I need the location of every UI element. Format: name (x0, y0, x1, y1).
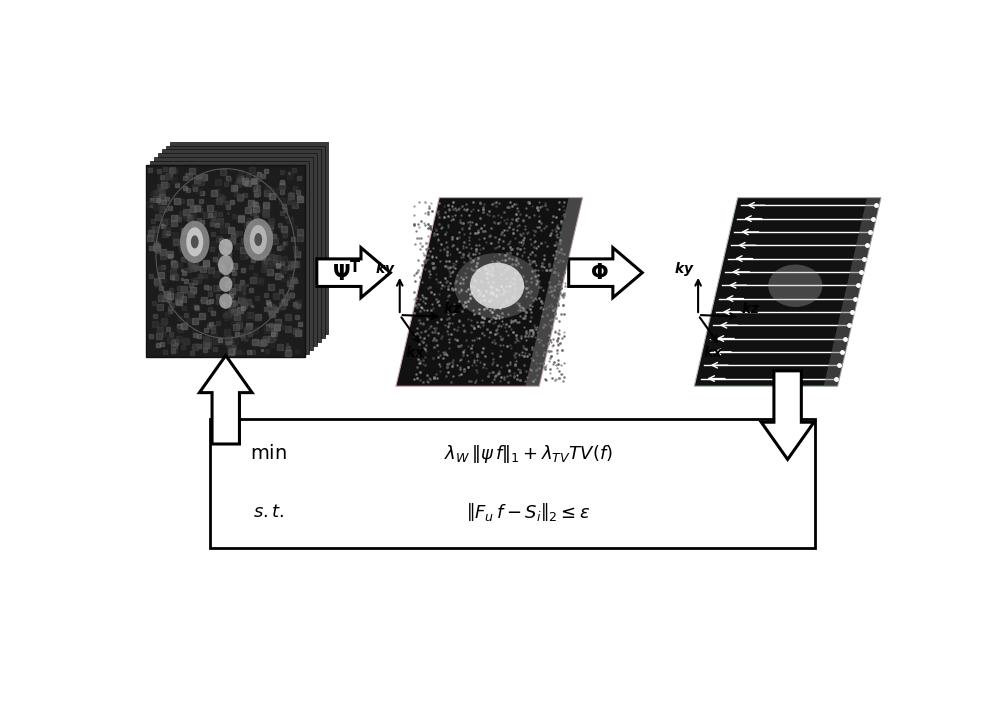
Polygon shape (525, 198, 583, 386)
Text: $\bfit{kz}$: $\bfit{kz}$ (741, 302, 760, 317)
Bar (170, 142, 328, 334)
Polygon shape (317, 247, 390, 298)
Text: $\bfit{ky}$: $\bfit{ky}$ (674, 260, 695, 277)
Bar (158, 153, 317, 346)
Text: $\bfit{kx}$: $\bfit{kx}$ (405, 344, 426, 359)
Bar (154, 157, 313, 349)
Text: $\mathbf{\Phi}$: $\mathbf{\Phi}$ (590, 262, 609, 282)
Polygon shape (199, 356, 252, 444)
Bar (150, 161, 309, 354)
Ellipse shape (219, 294, 232, 309)
Polygon shape (824, 198, 881, 386)
Ellipse shape (454, 253, 540, 319)
Text: $s.t.$: $s.t.$ (253, 503, 284, 521)
Ellipse shape (768, 265, 822, 307)
Text: $\mathrm{min}$: $\mathrm{min}$ (250, 444, 287, 463)
Ellipse shape (180, 221, 209, 263)
Text: $\lambda_W\,\|\psi\, f\|_1 + \lambda_{TV}TV(f)$: $\lambda_W\,\|\psi\, f\|_1 + \lambda_{TV… (444, 443, 612, 465)
Text: $\bfit{kz}$: $\bfit{kz}$ (443, 302, 462, 317)
Polygon shape (396, 198, 583, 386)
Text: $\mathbf{\Psi}^\mathbf{T}$: $\mathbf{\Psi}^\mathbf{T}$ (332, 260, 362, 285)
Ellipse shape (254, 233, 262, 246)
Text: $\left\|F_u\, f - S_i\right\|_2 \leq \varepsilon$: $\left\|F_u\, f - S_i\right\|_2 \leq \va… (466, 501, 590, 523)
Ellipse shape (470, 262, 524, 309)
Bar (210, 419, 815, 548)
Bar (162, 150, 321, 342)
Ellipse shape (219, 239, 233, 256)
Ellipse shape (250, 225, 267, 255)
Polygon shape (694, 198, 881, 386)
Text: $\bfit{ky}$: $\bfit{ky}$ (375, 260, 396, 277)
Polygon shape (761, 371, 814, 459)
Ellipse shape (218, 255, 234, 275)
Ellipse shape (186, 227, 203, 257)
Ellipse shape (244, 218, 273, 261)
Polygon shape (569, 247, 642, 298)
Bar (166, 145, 325, 338)
Ellipse shape (219, 277, 232, 292)
Text: $\bfit{kx}$: $\bfit{kx}$ (703, 344, 724, 359)
Ellipse shape (191, 235, 199, 248)
Bar (146, 165, 305, 357)
